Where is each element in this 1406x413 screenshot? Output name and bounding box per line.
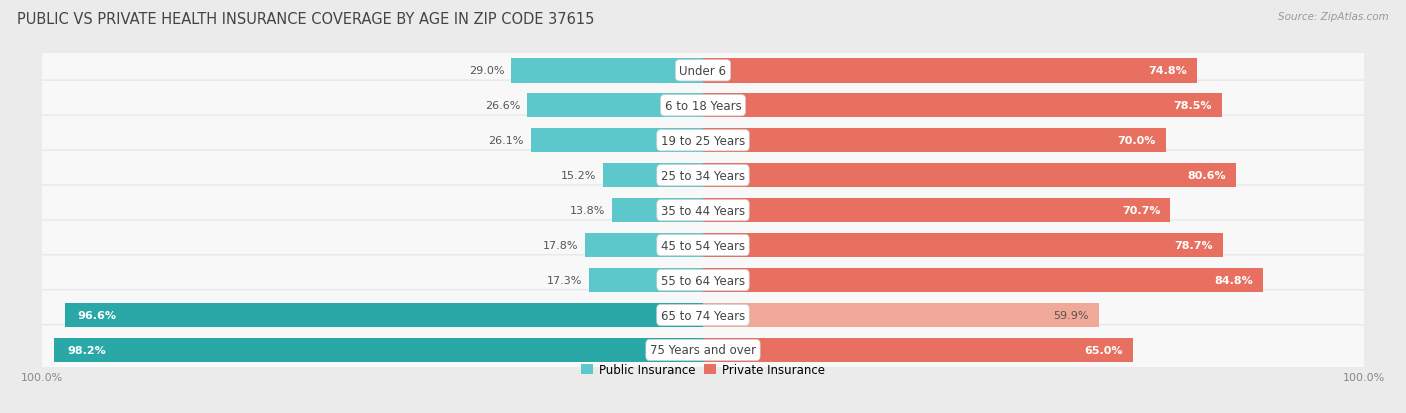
Text: 25 to 34 Years: 25 to 34 Years [661, 169, 745, 182]
Text: 15.2%: 15.2% [561, 171, 596, 181]
Bar [703, 198, 1170, 223]
Text: 78.5%: 78.5% [1174, 101, 1212, 111]
FancyBboxPatch shape [41, 185, 1365, 236]
Bar [703, 268, 1264, 292]
Bar [703, 164, 1236, 188]
Text: 65 to 74 Years: 65 to 74 Years [661, 309, 745, 322]
Bar [703, 94, 1222, 118]
Bar [703, 303, 1099, 328]
Text: 17.8%: 17.8% [543, 240, 579, 251]
Text: 6 to 18 Years: 6 to 18 Years [665, 100, 741, 112]
Text: 78.7%: 78.7% [1174, 240, 1213, 251]
Text: 98.2%: 98.2% [67, 345, 105, 355]
Text: Source: ZipAtlas.com: Source: ZipAtlas.com [1278, 12, 1389, 22]
Bar [603, 164, 703, 188]
FancyBboxPatch shape [41, 290, 1365, 340]
Bar [612, 198, 703, 223]
FancyBboxPatch shape [41, 325, 1365, 375]
Text: 19 to 25 Years: 19 to 25 Years [661, 134, 745, 147]
Text: 55 to 64 Years: 55 to 64 Years [661, 274, 745, 287]
Text: 45 to 54 Years: 45 to 54 Years [661, 239, 745, 252]
Bar [703, 338, 1133, 362]
Bar [530, 129, 703, 153]
Bar [585, 233, 703, 258]
Text: 65.0%: 65.0% [1084, 345, 1122, 355]
Text: 17.3%: 17.3% [547, 275, 582, 285]
Text: 35 to 44 Years: 35 to 44 Years [661, 204, 745, 217]
FancyBboxPatch shape [41, 81, 1365, 131]
FancyBboxPatch shape [41, 151, 1365, 201]
Text: PUBLIC VS PRIVATE HEALTH INSURANCE COVERAGE BY AGE IN ZIP CODE 37615: PUBLIC VS PRIVATE HEALTH INSURANCE COVER… [17, 12, 595, 27]
Bar [589, 268, 703, 292]
FancyBboxPatch shape [41, 221, 1365, 271]
Text: 96.6%: 96.6% [77, 310, 117, 320]
Text: 70.0%: 70.0% [1118, 136, 1156, 146]
FancyBboxPatch shape [41, 116, 1365, 166]
Bar [703, 59, 1198, 83]
Bar [512, 59, 703, 83]
Text: Under 6: Under 6 [679, 65, 727, 78]
Bar [703, 233, 1223, 258]
Text: 80.6%: 80.6% [1187, 171, 1226, 181]
Bar [527, 94, 703, 118]
Bar [53, 338, 703, 362]
Text: 26.1%: 26.1% [488, 136, 524, 146]
Text: 75 Years and over: 75 Years and over [650, 344, 756, 356]
Text: 59.9%: 59.9% [1053, 310, 1088, 320]
Text: 70.7%: 70.7% [1122, 206, 1160, 216]
Text: 29.0%: 29.0% [470, 66, 505, 76]
Text: 13.8%: 13.8% [569, 206, 605, 216]
Bar [703, 129, 1166, 153]
Text: 26.6%: 26.6% [485, 101, 520, 111]
FancyBboxPatch shape [41, 255, 1365, 306]
FancyBboxPatch shape [41, 46, 1365, 96]
Text: 74.8%: 74.8% [1149, 66, 1188, 76]
Text: 84.8%: 84.8% [1215, 275, 1254, 285]
Legend: Public Insurance, Private Insurance: Public Insurance, Private Insurance [576, 358, 830, 380]
Bar [65, 303, 703, 328]
